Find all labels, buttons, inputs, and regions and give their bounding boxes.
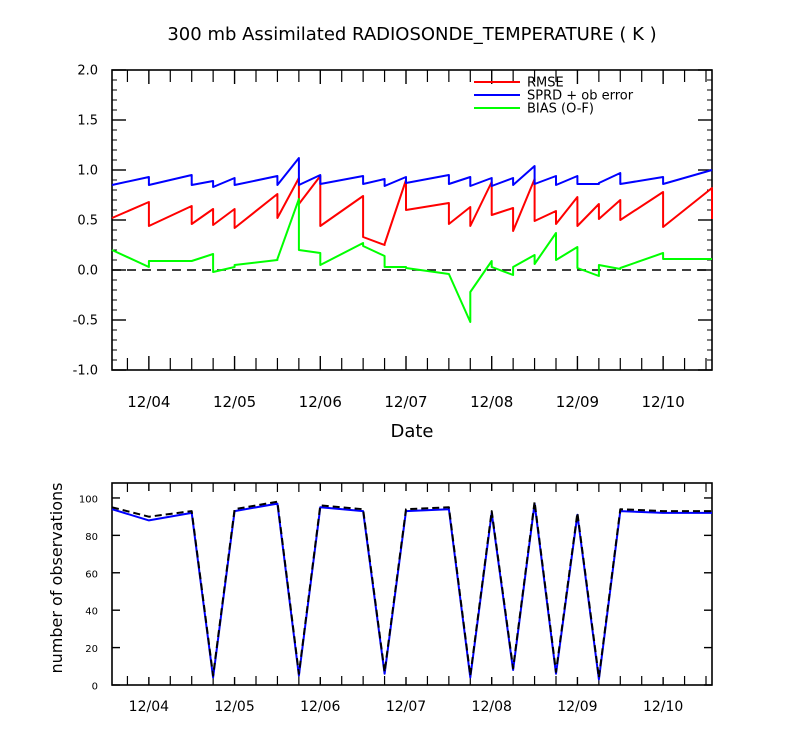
y-tick-label: 60	[85, 569, 98, 580]
x-tick-label: 12/10	[643, 699, 683, 715]
plot-frame	[111, 482, 713, 686]
x-tick-label: 12/04	[129, 699, 169, 715]
x-axis: 12/04 12/05 12/06 12/07 12/08 12/09 12/10	[126, 483, 707, 715]
y-tick-label: 20	[85, 644, 98, 655]
y-tick-label: -0.5	[73, 314, 98, 329]
x-tick-label: 12/05	[213, 393, 256, 411]
x-tick-label: 12/10	[642, 393, 685, 411]
series-line-bias-o-f	[111, 198, 712, 323]
series-group	[111, 157, 713, 323]
x-tick-label: 12/06	[299, 393, 342, 411]
series-line-sprd-ob-error	[111, 157, 713, 188]
y-axis: 100 80 60 40 20 0	[79, 494, 712, 693]
y-tick-label: 1.5	[77, 114, 98, 129]
x-tick-label: 12/07	[386, 699, 426, 715]
x-tick-label: 12/09	[557, 699, 597, 715]
y-tick-label: 2.0	[77, 64, 98, 79]
x-tick-label: 12/05	[214, 699, 254, 715]
series-line-possible	[111, 500, 712, 679]
series-group	[111, 500, 712, 681]
x-tick-label: 12/09	[556, 393, 599, 411]
y-tick-label: -1.0	[73, 364, 98, 379]
x-axis: 12/04 12/05 12/06 12/07 12/08 12/09 12/10	[126, 70, 707, 411]
y-tick-label: 40	[85, 607, 98, 618]
x-tick-label: 12/04	[127, 393, 170, 411]
y-tick-label: 100	[79, 494, 98, 505]
legend-label: SPRD + ob error	[527, 89, 634, 104]
y-tick-label: 1.0	[77, 164, 98, 179]
y-axis-label: number of observations	[47, 483, 66, 674]
x-tick-label: 12/06	[300, 699, 340, 715]
legend-label: RMSE	[527, 76, 564, 91]
series-line-assimilated	[111, 502, 712, 681]
y-tick-label: 0	[92, 682, 98, 693]
x-tick-label: 12/08	[470, 393, 513, 411]
y-tick-label: 80	[85, 532, 98, 543]
chart-title: 300 mb Assimilated RADIOSONDE_TEMPERATUR…	[167, 24, 656, 45]
series-line-rmse	[111, 175, 713, 246]
x-tick-label: 12/07	[384, 393, 427, 411]
x-axis-label: Date	[390, 421, 433, 442]
y-tick-label: 0.5	[77, 214, 98, 229]
legend-label: BIAS (O-F)	[527, 102, 594, 117]
y-tick-label: 0.0	[77, 264, 98, 279]
top-panel: 300 mb Assimilated RADIOSONDE_TEMPERATUR…	[73, 24, 713, 442]
x-tick-label: 12/08	[472, 699, 512, 715]
y-axis: 2.0 1.5 1.0 0.5 0.0 -0.5 -1.0	[73, 64, 712, 379]
